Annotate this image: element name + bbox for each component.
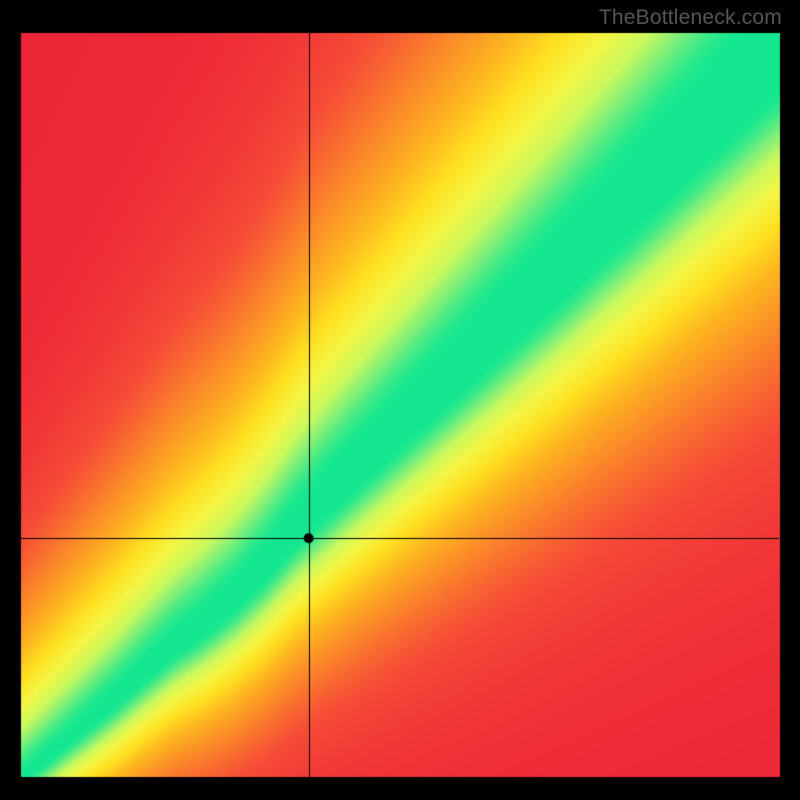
watermark-text: TheBottleneck.com xyxy=(599,6,782,30)
bottleneck-heatmap xyxy=(0,0,800,800)
chart-container: TheBottleneck.com xyxy=(0,0,800,800)
